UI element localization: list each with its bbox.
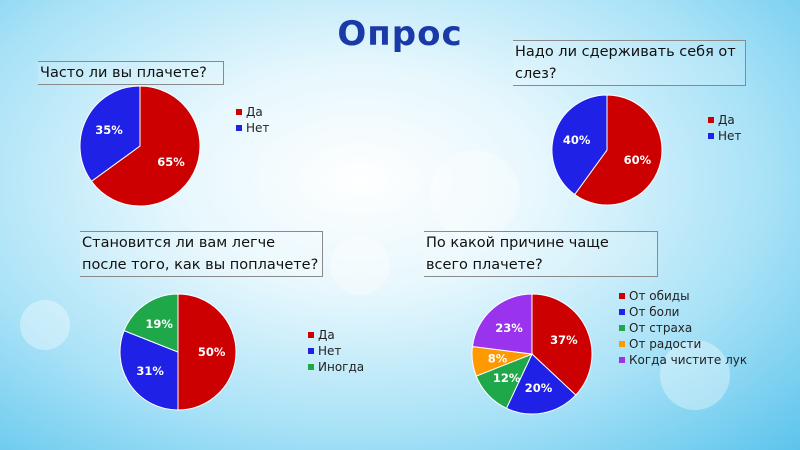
legend-swatch (308, 348, 314, 354)
legend-label: От обиды (629, 289, 690, 303)
legend-label: Да (318, 328, 335, 342)
legend-swatch (236, 125, 242, 131)
pie-slice-2 (119, 329, 179, 411)
legend-label: Да (718, 113, 735, 127)
legend-item: Да (308, 327, 364, 343)
legend-chart-3: Да Нет Иногда (308, 327, 364, 375)
legend-label: Нет (318, 344, 342, 358)
legend-chart-4: От обиды От боли От страха От радости Когда … (619, 288, 747, 368)
legend-swatch (619, 293, 625, 299)
pie-slice-label-1: 50% (198, 345, 226, 359)
pie-slice-2 (551, 94, 608, 196)
legend-chart-2: Да Нет (708, 112, 741, 144)
pie-slice-5 (471, 293, 533, 355)
pie-slice-label-3: 12% (493, 371, 521, 385)
pie-slice-1 (531, 293, 593, 396)
pie-slice-label-2: 31% (136, 364, 164, 378)
legend-item: От обиды (619, 288, 747, 304)
legend-item: Да (708, 112, 741, 128)
legend-label: От страха (629, 321, 693, 335)
pie-chart-crying-frequency: 65% 35% (79, 85, 201, 207)
pie-slice-label-1: 37% (550, 333, 578, 347)
legend-swatch (708, 117, 714, 123)
pie-slice-label-4: 8% (488, 351, 508, 365)
legend-item: Нет (236, 120, 269, 136)
pie-slice-label-1: 65% (157, 155, 185, 169)
pie-chart-hold-back-tears: 60% 40% (551, 94, 663, 206)
pie-slice-1 (573, 94, 663, 206)
legend-label: Нет (246, 121, 270, 135)
pie-slice-label-5: 23% (495, 321, 523, 335)
pie-slice-2 (505, 353, 577, 415)
pie-slice-1 (90, 85, 201, 207)
legend-item: От страха (619, 320, 747, 336)
pie-slice-label-2: 40% (563, 133, 591, 147)
legend-label: Иногда (318, 360, 365, 374)
background-bokeh (20, 300, 70, 350)
legend-swatch (619, 309, 625, 315)
legend-swatch (308, 364, 314, 370)
pie-slice-2 (79, 85, 141, 182)
legend-label: От радости (629, 337, 702, 351)
legend-item: Нет (308, 343, 364, 359)
legend-swatch (308, 332, 314, 338)
pie-slice-label-1: 60% (624, 153, 652, 167)
pie-slice-label-2: 35% (95, 123, 123, 137)
background-bokeh (330, 235, 390, 295)
pie-slice-1 (177, 293, 237, 411)
page-title: Опрос (337, 14, 463, 54)
legend-label: Да (246, 105, 263, 119)
background-bokeh (430, 150, 520, 240)
legend-item: Нет (708, 128, 741, 144)
chart-title-3: Становится ли вам легче после того, как … (80, 231, 323, 277)
legend-swatch (619, 341, 625, 347)
legend-item: От боли (619, 304, 747, 320)
legend-label: От боли (629, 305, 680, 319)
pie-slice-label-2: 20% (525, 381, 553, 395)
chart-title-4: По какой причине чаще всего плачете? (424, 231, 658, 277)
legend-swatch (236, 109, 242, 115)
legend-item: Да (236, 104, 269, 120)
legend-swatch (708, 133, 714, 139)
legend-item: Когда чистите лук (619, 352, 747, 368)
legend-label: Нет (718, 129, 742, 143)
chart-title-1: Часто ли вы плачете? (38, 61, 224, 85)
legend-item: Иногда (308, 359, 364, 375)
legend-chart-1: Да Нет (236, 104, 269, 136)
legend-swatch (619, 357, 625, 363)
pie-chart-crying-reasons: 37% 20% 12% 8% 23% (471, 293, 593, 415)
legend-swatch (619, 325, 625, 331)
pie-slice-label-3: 19% (145, 317, 173, 331)
legend-label: Когда чистите лук (629, 353, 748, 367)
legend-item: От радости (619, 336, 747, 352)
background-bokeh (660, 340, 730, 410)
chart-title-2: Надо ли сдерживать себя от слез? (513, 40, 746, 86)
pie-slice-3 (123, 293, 179, 353)
pie-chart-feel-better: 50% 31% 19% (119, 293, 237, 411)
